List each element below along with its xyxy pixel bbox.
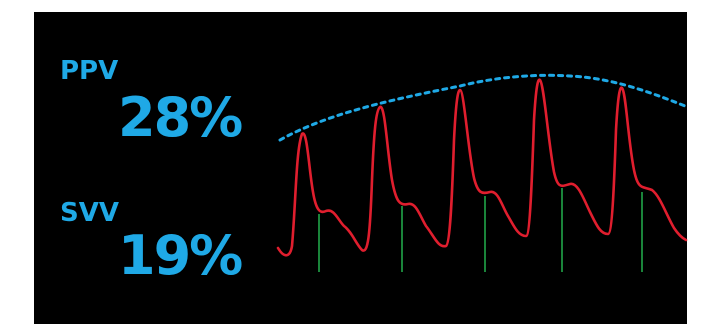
arterial-pressure-trace <box>276 78 688 257</box>
ppv-value: 28% <box>118 86 243 149</box>
svv-label: SVV <box>60 198 119 228</box>
svv-value: 19% <box>118 224 243 287</box>
ppv-label: PPV <box>60 56 119 86</box>
pressure-envelope-curve <box>278 73 687 142</box>
monitor-screen: PPV 28% SVV 19% <box>34 12 687 324</box>
